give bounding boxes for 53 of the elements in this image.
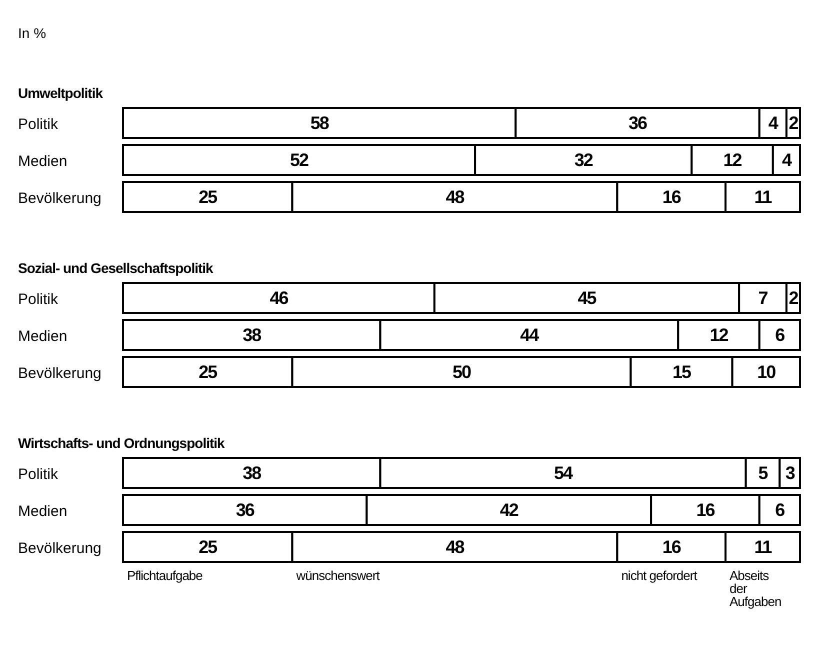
series-label: wünschenswert [295,568,380,583]
series-label: Pflichtaufgabe [127,568,203,583]
data-label: 12 [710,325,729,345]
data-label: 44 [520,325,540,345]
data-label: 36 [236,500,255,520]
data-label: 25 [198,187,218,207]
data-label: 52 [290,150,310,170]
y-tick-label: Bevölkerung [18,190,102,207]
data-label: 48 [446,187,465,207]
y-tick-label: Politik [18,291,59,308]
data-label: 6 [775,500,786,520]
chart-title: Sozial- und Gesellschaftspolitik [18,260,214,276]
y-tick-label: Medien [18,153,68,170]
data-label: 38 [242,463,262,483]
data-label: 42 [500,500,519,520]
y-tick-label: Bevölkerung [18,540,102,557]
chart-title: Umweltpolitik [18,85,104,101]
series-label: Abseits der Aufgaben [730,568,782,609]
y-tick-label: Medien [18,503,68,520]
y-tick-label: Politik [18,116,59,133]
data-label: 2 [788,113,799,133]
data-label: 12 [723,150,742,170]
data-label: 11 [754,187,772,207]
data-label: 50 [452,362,472,382]
data-label: 16 [662,187,682,207]
data-label: 46 [270,288,289,308]
data-label: 4 [768,113,778,133]
data-label: 36 [628,113,648,133]
series-label: nicht gefordert [621,568,698,583]
data-label: 7 [758,288,768,308]
data-label: 16 [662,537,682,557]
data-label: 32 [574,150,594,170]
data-label: 4 [782,150,792,170]
data-label: 3 [785,463,796,483]
data-label: 58 [310,113,330,133]
data-label: 2 [788,288,799,308]
y-tick-label: Politik [18,466,59,483]
y-tick-label: Bevölkerung [18,365,102,382]
data-label: 25 [198,362,218,382]
data-label: 25 [198,537,218,557]
y-tick-label: Medien [18,328,68,345]
data-label: 15 [672,362,692,382]
data-label: 16 [696,500,716,520]
data-label: 10 [757,362,776,382]
text: In % [18,25,46,41]
data-label: 11 [754,537,772,557]
data-label: 6 [775,325,786,345]
chart-title: Wirtschafts- und Ordnungspolitik [18,435,226,451]
data-label: 5 [758,463,768,483]
data-label: 38 [242,325,262,345]
data-label: 45 [578,288,597,308]
data-label: 54 [554,463,574,483]
data-label: 48 [446,537,465,557]
